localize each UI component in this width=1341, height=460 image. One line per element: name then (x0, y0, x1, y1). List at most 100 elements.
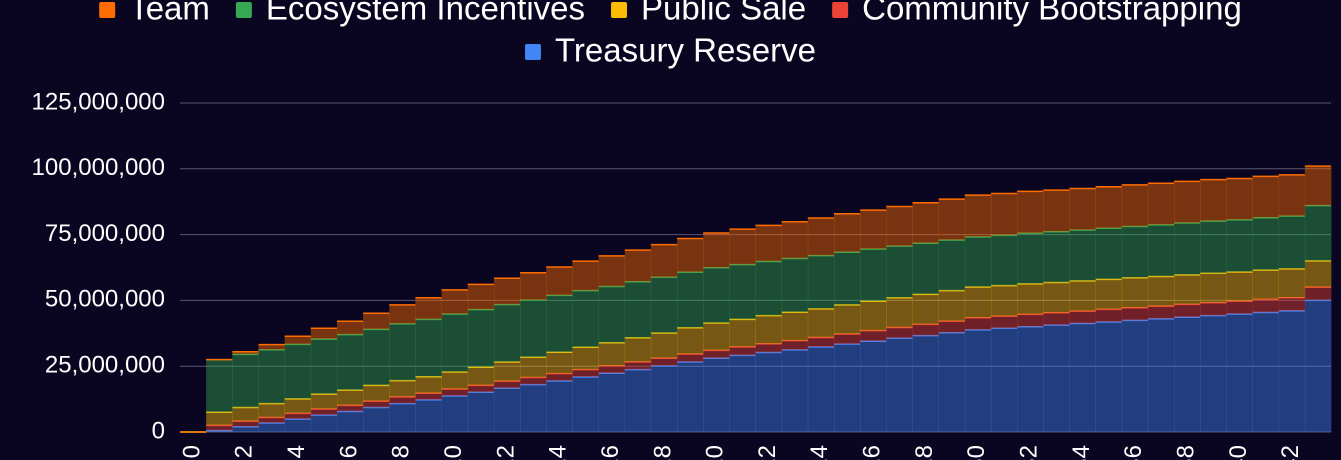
area-step (441, 314, 469, 372)
area-step (677, 361, 704, 432)
area-step (912, 243, 940, 295)
area-step (886, 206, 913, 247)
area-step (860, 249, 887, 302)
x-tick-label: 40 (1225, 445, 1252, 460)
area-step (1017, 191, 1044, 234)
area-step (729, 229, 756, 265)
area-step (441, 371, 469, 390)
area-step (310, 328, 338, 340)
area-step (1095, 309, 1123, 322)
area-step (493, 304, 521, 362)
area-step (415, 399, 442, 432)
area-step (1069, 323, 1096, 432)
area-step (520, 300, 547, 358)
area-step (650, 358, 678, 366)
area-step (755, 261, 783, 316)
area-step (284, 398, 312, 414)
area-step (310, 415, 338, 432)
area-step (938, 290, 966, 322)
area-step (389, 380, 416, 397)
area-step (1252, 176, 1280, 218)
area-step (755, 343, 783, 353)
x-tick-label: 0 (178, 445, 205, 458)
area-step (467, 385, 495, 393)
area-step (441, 289, 469, 315)
area-step (415, 319, 442, 377)
area-step (1095, 186, 1123, 229)
area-step (206, 425, 233, 431)
area-step (938, 321, 966, 333)
area-step (1043, 231, 1070, 283)
area-step (1121, 277, 1149, 308)
area-step (572, 376, 599, 432)
x-tick-label: 32 (1016, 445, 1043, 460)
area-step (258, 344, 286, 350)
area-step (336, 334, 364, 391)
area-step (650, 244, 678, 278)
area-step (1147, 276, 1175, 307)
y-tick-label: 100,000,000 (32, 154, 165, 181)
area-step (833, 213, 861, 253)
legend-swatch (524, 44, 541, 60)
area-step (1174, 317, 1201, 432)
area-step (546, 380, 573, 432)
area-step (284, 419, 312, 432)
area-step (1200, 221, 1227, 274)
area-step (1252, 312, 1280, 432)
x-tick-label: 26 (859, 445, 886, 460)
area-step (833, 304, 861, 335)
area-step (650, 333, 678, 359)
area-step (1017, 283, 1044, 315)
area-step (232, 407, 259, 422)
area-step (703, 323, 730, 351)
area-step (938, 332, 966, 432)
area-step (807, 218, 835, 256)
area-step (1200, 315, 1227, 432)
x-tick-label: 14 (545, 445, 572, 460)
area-step (232, 354, 259, 408)
legend-label: Team (129, 0, 210, 27)
x-tick-label: 16 (597, 445, 624, 460)
area-step (650, 365, 678, 432)
area-step (415, 393, 442, 400)
area-step (1200, 179, 1227, 222)
area-step (258, 417, 286, 424)
y-tick-label: 0 (152, 417, 165, 444)
area-step (493, 361, 521, 382)
area-step (1017, 233, 1044, 284)
area-step (520, 272, 547, 301)
y-tick-label: 50,000,000 (45, 286, 165, 313)
legend-label: Treasury Reserve (555, 32, 816, 69)
area-step (493, 278, 521, 305)
y-tick-label: 75,000,000 (45, 220, 165, 247)
x-tick-label: 10 (440, 445, 467, 460)
area-step (1069, 311, 1096, 324)
x-tick-label: 12 (492, 445, 519, 460)
x-tick-label: 20 (702, 445, 729, 460)
area-step (807, 255, 835, 309)
area-step (232, 421, 259, 427)
legend-item: Ecosystem Incentives (235, 0, 585, 27)
area-step (441, 395, 469, 432)
area-step (1043, 325, 1070, 432)
area-step (1278, 310, 1306, 432)
area-step (258, 349, 286, 404)
area-step (258, 423, 286, 432)
area-step (703, 267, 730, 324)
area-step (624, 369, 652, 432)
area-step (336, 390, 364, 406)
area-step (886, 327, 913, 339)
area-step (990, 235, 1018, 286)
area-step (990, 316, 1018, 329)
area-step (833, 344, 861, 432)
area-step (703, 350, 730, 359)
area-step (1121, 307, 1149, 321)
area-step (1226, 219, 1253, 272)
area-step (310, 409, 338, 416)
area-step (1200, 302, 1227, 316)
area-step (520, 384, 547, 432)
area-step (1200, 273, 1227, 303)
area-step (1278, 216, 1306, 269)
area-step (572, 261, 599, 291)
